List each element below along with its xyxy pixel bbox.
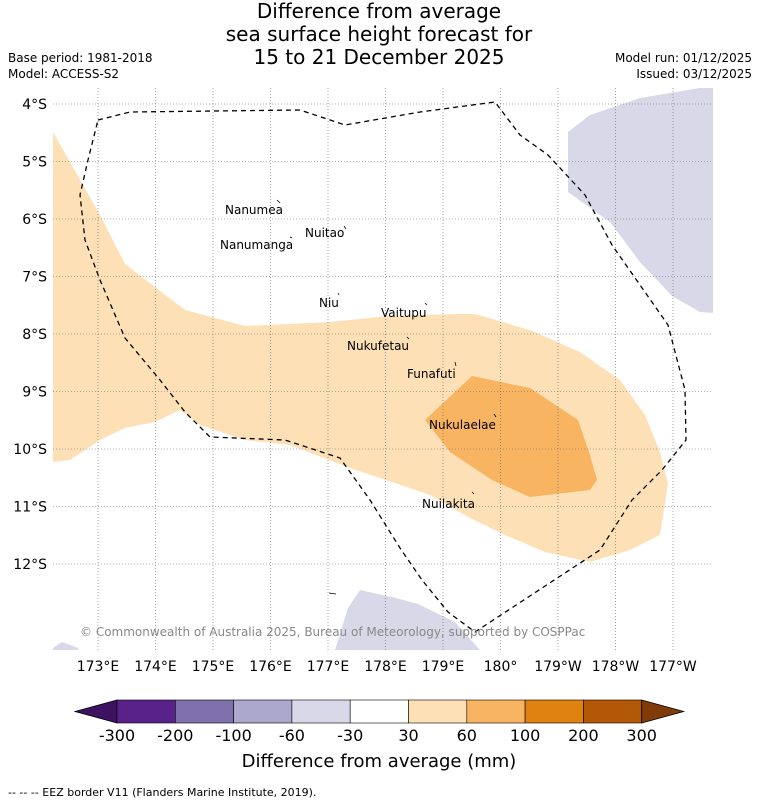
latitude-axis: 4°S 5°S 6°S 7°S 8°S 9°S 10°S 11°S 12°S [13,97,47,573]
colorbar-title: Difference from average (mm) [242,751,517,772]
colorbar-segment [233,699,293,724]
colorbar-extend-low [73,699,118,724]
colorbar [73,699,686,724]
colorbar-tick-label: 100 [510,726,541,745]
title-line-3: 15 to 21 December 2025 [253,45,505,69]
colorbar-segment [524,699,584,724]
positive-anomaly-area-60-100 [425,376,597,497]
colorbar-segment [466,699,526,724]
model-run: Model run: 01/12/2025 [614,51,752,65]
lat-label: 12°S [13,557,47,573]
lon-label: 177°E [307,659,350,675]
place-label-niu: Niu [319,296,339,310]
place-label-funafuti: Funafuti [407,367,456,381]
islands [276,199,497,595]
lon-label: 179°W [534,659,582,675]
eez-border [79,101,687,633]
lon-label: 176°E [249,659,292,675]
lat-label: 4°S [22,97,47,113]
colorbar-tick-label: 300 [626,726,657,745]
lat-label: 5°S [22,155,47,171]
place-label-nukufetau: Nukufetau [347,339,409,353]
lon-label: 175°E [192,659,235,675]
colorbar-tick-label: -100 [215,726,251,745]
negative-anomaly-area-northeast [568,88,713,313]
colorbar-tick-label: -60 [279,726,305,745]
place-label-nanumea: Nanumea [225,203,283,217]
colorbar-segment [349,699,409,724]
colorbar-tick-label: -200 [157,726,193,745]
longitude-axis: 173°E 174°E 175°E 176°E 177°E 178°E 179°… [77,659,697,675]
lon-label: 178°W [592,659,640,675]
colorbar-tick-label: -300 [99,726,135,745]
colorbar-segment [175,699,234,724]
negative-anomaly-area-south [335,590,480,650]
colorbar-segment [116,699,176,724]
colorbar-tick-label: 200 [568,726,599,745]
place-label-vaitupu: Vaitupu [381,306,427,320]
place-label-nukulaelae: Nukulaelae [429,418,496,432]
lat-label: 8°S [22,327,47,343]
colorbar-tick-label: 30 [398,726,418,745]
lon-label: 179°E [422,659,465,675]
lat-label: 10°S [13,442,47,458]
lat-label: 9°S [22,385,47,401]
colorbar-ticks: -300 -200 -100 -60 -30 30 60 100 200 300 [99,726,657,745]
lat-label: 7°S [22,270,47,286]
lon-label: 174°E [134,659,177,675]
title-line-2: sea surface height forecast for [225,22,533,46]
issued-date: Issued: 03/12/2025 [636,67,752,81]
negative-anomaly-area-southwest [53,642,78,650]
lon-label: 180° [484,659,518,675]
copyright-notice: © Commonwealth of Australia 2025, Bureau… [80,625,585,639]
colorbar-tick-label: -30 [337,726,363,745]
colorbar-tick-label: 60 [457,726,477,745]
title-line-1: Difference from average [256,0,502,23]
place-label-nuilakita: Nuilakita [422,497,475,511]
eez-legend: -- -- -- EEZ border V11 (Flanders Marine… [8,786,317,799]
lat-label: 6°S [22,212,47,228]
colorbar-segment [291,699,351,724]
lat-label: 11°S [13,500,47,516]
place-label-nanumanga: Nanumanga [220,238,293,252]
gridlines [53,88,713,650]
lon-label: 177°W [649,659,697,675]
base-period: Base period: 1981-2018 [8,51,153,65]
colorbar-segment [583,699,643,724]
colorbar-extend-high [641,699,686,724]
lon-label: 173°E [77,659,120,675]
colorbar-segment [408,699,468,724]
model-name: Model: ACCESS-S2 [8,67,120,81]
place-label-nuitao: Nuitao [305,226,344,240]
lon-label: 178°E [364,659,407,675]
